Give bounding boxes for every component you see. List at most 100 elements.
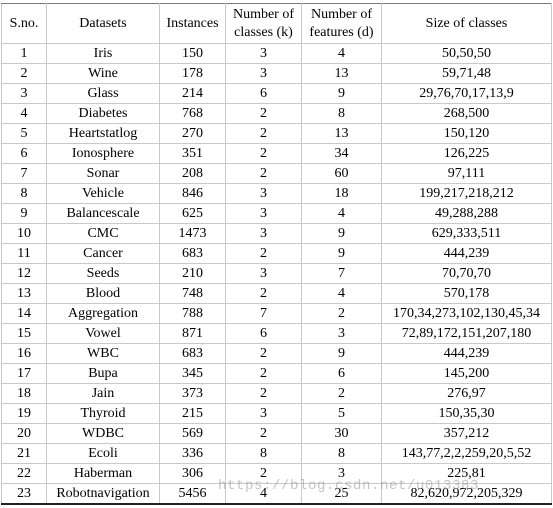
cell-instances: 683: [159, 243, 226, 264]
cell-sno: 22: [1, 463, 47, 484]
cell-instances: 306: [159, 463, 226, 484]
table-row: 16 WBC 683 2 9 444,239: [1, 343, 552, 364]
cell-classes: 2: [225, 383, 302, 404]
table-row: 10 CMC 1473 3 9 629,333,511: [1, 223, 552, 244]
cell-classes: 2: [225, 243, 302, 264]
cell-features: 7: [301, 263, 382, 284]
cell-size: 570,178: [381, 283, 552, 304]
cell-sno: 17: [1, 363, 47, 384]
header-classes: Number of classes (k): [225, 3, 302, 44]
cell-classes: 7: [225, 303, 302, 324]
cell-size: 82,620,972,205,329: [381, 483, 552, 505]
cell-sno: 18: [1, 383, 47, 404]
cell-features: 34: [301, 143, 382, 164]
cell-classes: 3: [225, 183, 302, 204]
cell-instances: 150: [159, 43, 226, 64]
cell-sno: 13: [1, 283, 47, 304]
cell-features: 4: [301, 203, 382, 224]
cell-dataset: Robotnavigation: [46, 483, 160, 505]
cell-instances: 373: [159, 383, 226, 404]
table-row: 19 Thyroid 215 3 5 150,35,30: [1, 403, 552, 424]
cell-dataset: CMC: [46, 223, 160, 244]
cell-dataset: Wine: [46, 63, 160, 84]
cell-sno: 11: [1, 243, 47, 264]
cell-size: 97,111: [381, 163, 552, 184]
cell-classes: 2: [225, 343, 302, 364]
table-row: 12 Seeds 210 3 7 70,70,70: [1, 263, 552, 284]
cell-size: 150,35,30: [381, 403, 552, 424]
cell-dataset: Balancescale: [46, 203, 160, 224]
cell-size: 49,288,288: [381, 203, 552, 224]
cell-dataset: Iris: [46, 43, 160, 64]
cell-dataset: Heartstatlog: [46, 123, 160, 144]
cell-sno: 14: [1, 303, 47, 324]
cell-sno: 9: [1, 203, 47, 224]
cell-features: 13: [301, 63, 382, 84]
table-row: 8 Vehicle 846 3 18 199,217,218,212: [1, 183, 552, 204]
table-header: S.no. Datasets Instances Number of class…: [1, 3, 552, 44]
cell-sno: 15: [1, 323, 47, 344]
table-row: 9 Balancescale 625 3 4 49,288,288: [1, 203, 552, 224]
cell-features: 3: [301, 323, 382, 344]
table-row: 1 Iris 150 3 4 50,50,50: [1, 43, 552, 64]
header-instances: Instances: [159, 3, 226, 44]
cell-size: 70,70,70: [381, 263, 552, 284]
cell-size: 50,50,50: [381, 43, 552, 64]
table-row: 18 Jain 373 2 2 276,97: [1, 383, 552, 404]
cell-instances: 846: [159, 183, 226, 204]
cell-instances: 214: [159, 83, 226, 104]
cell-dataset: Cancer: [46, 243, 160, 264]
cell-dataset: Ecoli: [46, 443, 160, 464]
cell-dataset: Seeds: [46, 263, 160, 284]
cell-sno: 7: [1, 163, 47, 184]
cell-dataset: Blood: [46, 283, 160, 304]
cell-dataset: WBC: [46, 343, 160, 364]
cell-instances: 5456: [159, 483, 226, 505]
cell-classes: 4: [225, 483, 302, 505]
cell-classes: 3: [225, 263, 302, 284]
cell-classes: 2: [225, 283, 302, 304]
cell-size: 59,71,48: [381, 63, 552, 84]
cell-dataset: Vowel: [46, 323, 160, 344]
cell-features: 13: [301, 123, 382, 144]
table-row: 23 Robotnavigation 5456 4 25 82,620,972,205,3…: [1, 483, 552, 505]
cell-features: 3: [301, 463, 382, 484]
datasets-table: S.no. Datasets Instances Number of class…: [1, 3, 552, 505]
cell-dataset: Vehicle: [46, 183, 160, 204]
cell-sno: 1: [1, 43, 47, 64]
cell-sno: 23: [1, 483, 47, 505]
cell-instances: 788: [159, 303, 226, 324]
cell-features: 30: [301, 423, 382, 444]
cell-classes: 2: [225, 423, 302, 444]
cell-features: 8: [301, 103, 382, 124]
cell-classes: 3: [225, 63, 302, 84]
cell-instances: 683: [159, 343, 226, 364]
header-datasets: Datasets: [46, 3, 160, 44]
cell-classes: 3: [225, 403, 302, 424]
cell-features: 9: [301, 243, 382, 264]
cell-features: 4: [301, 283, 382, 304]
cell-classes: 8: [225, 443, 302, 464]
cell-size: 357,212: [381, 423, 552, 444]
cell-features: 25: [301, 483, 382, 505]
cell-sno: 20: [1, 423, 47, 444]
cell-classes: 3: [225, 223, 302, 244]
cell-size: 276,97: [381, 383, 552, 404]
table-row: 5 Heartstatlog 270 2 13 150,120: [1, 123, 552, 144]
cell-size: 145,200: [381, 363, 552, 384]
cell-dataset: WDBC: [46, 423, 160, 444]
cell-size: 225,81: [381, 463, 552, 484]
cell-instances: 1473: [159, 223, 226, 244]
cell-instances: 336: [159, 443, 226, 464]
cell-sno: 6: [1, 143, 47, 164]
cell-dataset: Sonar: [46, 163, 160, 184]
cell-instances: 345: [159, 363, 226, 384]
cell-dataset: Aggregation: [46, 303, 160, 324]
table-body: 1 Iris 150 3 4 50,50,50 2 Wine 178 3 13 59,71,48 3 Gl…: [1, 43, 552, 505]
header-classes-line2: classes (k): [234, 24, 293, 40]
cell-instances: 871: [159, 323, 226, 344]
cell-sno: 12: [1, 263, 47, 284]
cell-sno: 3: [1, 83, 47, 104]
cell-sno: 21: [1, 443, 47, 464]
table-row: 2 Wine 178 3 13 59,71,48: [1, 63, 552, 84]
